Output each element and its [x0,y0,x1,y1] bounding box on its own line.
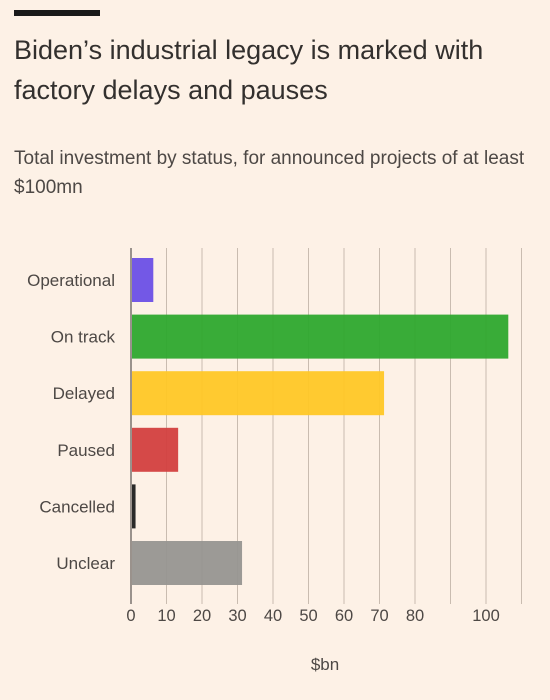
category-label: Delayed [53,384,115,403]
bar-cancelled [132,484,136,529]
category-label: On track [51,328,116,347]
x-tick-label: 100 [472,607,500,625]
bar-paused [132,427,179,472]
chart-title: Biden’s industrial legacy is marked with… [14,35,484,105]
bars [132,258,509,585]
category-label: Unclear [56,554,115,573]
x-tick-label: 50 [299,607,317,625]
bar-on-track [132,314,509,359]
x-tick-label: 40 [264,607,282,625]
x-tick-label: 60 [335,607,353,625]
category-labels: Operational On track Delayed Paused Cancelle… [27,271,115,573]
x-tick-label: 80 [406,607,424,625]
x-tick-label: 10 [157,607,175,625]
chart-subtitle: Total investment by status, for announce… [14,148,525,198]
x-tick-label: 30 [228,607,246,625]
top-rule [14,10,100,16]
bar-unclear [132,541,243,585]
category-label: Cancelled [39,497,115,516]
category-label: Operational [27,271,115,290]
x-tick-label: 0 [126,607,135,625]
bar-operational [132,258,154,302]
bar-delayed [132,371,385,416]
x-tick-label: 70 [370,607,388,625]
x-tick-labels: 0 10 20 30 40 50 60 70 80 100 [126,607,499,625]
x-tick-label: 20 [193,607,211,625]
x-axis-label: $bn [311,655,339,674]
category-label: Paused [57,441,115,460]
